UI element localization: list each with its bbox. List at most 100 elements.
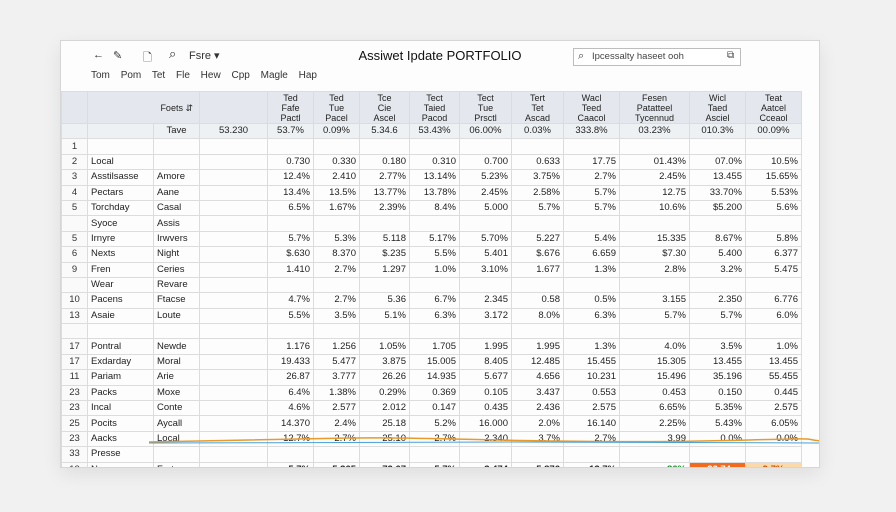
cell[interactable]: Exdarday bbox=[87, 353, 154, 371]
cell[interactable]: 5.7% bbox=[511, 199, 564, 217]
cell[interactable] bbox=[199, 292, 268, 309]
cell[interactable]: Conte bbox=[153, 400, 200, 417]
cell[interactable]: Aacks bbox=[87, 430, 154, 448]
cell[interactable]: 5.5% bbox=[409, 246, 460, 263]
cell[interactable] bbox=[689, 323, 746, 340]
menu-item[interactable]: Tom bbox=[91, 70, 110, 81]
cell[interactable] bbox=[745, 138, 802, 155]
cell[interactable] bbox=[689, 138, 746, 155]
cell[interactable]: 2.577 bbox=[313, 400, 360, 417]
cell[interactable] bbox=[313, 215, 360, 232]
cell[interactable]: 3.474 bbox=[459, 461, 512, 467]
column-header[interactable]: Wicl Taed Asciel bbox=[689, 91, 746, 124]
cell[interactable]: 5.35% bbox=[689, 400, 746, 417]
cell[interactable] bbox=[199, 446, 268, 463]
cell[interactable]: 5.7% bbox=[409, 461, 460, 467]
cell[interactable]: Presse bbox=[87, 446, 154, 463]
cell[interactable]: Newde bbox=[153, 338, 200, 355]
cell[interactable]: 8.370 bbox=[313, 246, 360, 263]
cell[interactable]: 1.410 bbox=[267, 261, 314, 278]
cell[interactable]: 2.25% bbox=[619, 415, 690, 432]
column-header[interactable]: Wacl Teed Caacol bbox=[563, 91, 620, 124]
cell[interactable] bbox=[153, 153, 200, 171]
share-dropdown[interactable]: Fsre ▾ bbox=[189, 50, 220, 62]
edit-icon[interactable]: ✎ bbox=[113, 50, 123, 62]
cell[interactable]: 3.7% bbox=[511, 430, 564, 448]
cell[interactable]: 3.75% bbox=[511, 169, 564, 186]
cell[interactable] bbox=[619, 323, 690, 340]
cell[interactable] bbox=[511, 276, 564, 294]
cell[interactable]: 25.10 bbox=[359, 430, 410, 448]
cell[interactable] bbox=[153, 446, 200, 463]
row-number[interactable]: 9 bbox=[61, 261, 88, 278]
cell[interactable]: 14.935 bbox=[409, 369, 460, 386]
cell[interactable]: 5.2% bbox=[409, 415, 460, 432]
cell[interactable]: 0.150 bbox=[689, 384, 746, 402]
cell[interactable]: 0.180 bbox=[359, 153, 410, 171]
cell[interactable]: 6.7% bbox=[409, 292, 460, 309]
cell[interactable]: 15.496 bbox=[619, 369, 690, 386]
cell[interactable]: 5.7% bbox=[267, 461, 314, 467]
cell[interactable]: Irnyre bbox=[87, 230, 154, 248]
row-number[interactable] bbox=[61, 276, 88, 294]
cell[interactable]: 0.03% bbox=[511, 122, 564, 140]
cell[interactable]: 5.401 bbox=[459, 246, 512, 263]
cell[interactable] bbox=[511, 215, 564, 232]
cell[interactable] bbox=[459, 323, 512, 340]
highlight-cell[interactable]: -33.74 bbox=[689, 461, 746, 467]
cell[interactable] bbox=[199, 138, 268, 155]
sort-header[interactable]: Foets ⇵ bbox=[87, 91, 200, 124]
cell[interactable] bbox=[511, 138, 564, 155]
cell[interactable]: 5.118 bbox=[359, 230, 410, 248]
cell[interactable] bbox=[359, 215, 410, 232]
cell[interactable]: 8.4% bbox=[409, 199, 460, 217]
cell[interactable] bbox=[199, 276, 268, 294]
menu-item[interactable]: Pom bbox=[120, 70, 142, 81]
cell[interactable]: $.630 bbox=[267, 246, 314, 263]
cell[interactable]: 8.405 bbox=[459, 353, 512, 371]
cell[interactable] bbox=[409, 215, 460, 232]
cell[interactable] bbox=[563, 138, 620, 155]
cell[interactable]: 5.43% bbox=[689, 415, 746, 432]
cell[interactable]: Nexts bbox=[87, 246, 154, 263]
row-number[interactable] bbox=[61, 215, 88, 232]
cell[interactable]: 2.575 bbox=[745, 400, 802, 417]
row-number[interactable]: 23 bbox=[61, 384, 88, 402]
column-header[interactable]: Tect Taied Pacod bbox=[409, 91, 460, 124]
row-number[interactable]: 11 bbox=[61, 369, 88, 386]
cell[interactable]: 5.70% bbox=[459, 230, 512, 248]
cell[interactable]: Ftacse bbox=[153, 292, 200, 309]
cell[interactable]: 8.0% bbox=[511, 307, 564, 325]
cell[interactable]: 2.0% bbox=[511, 415, 564, 432]
cell[interactable]: 1.995 bbox=[511, 338, 564, 355]
cell[interactable]: Fert bbox=[153, 461, 200, 467]
cell[interactable]: 1.05% bbox=[359, 338, 410, 355]
cell[interactable]: Nyer bbox=[87, 461, 154, 467]
cell[interactable]: 0.453 bbox=[619, 384, 690, 402]
cell[interactable] bbox=[459, 276, 512, 294]
cell[interactable]: 5.876 bbox=[511, 461, 564, 467]
cell[interactable]: 0.09% bbox=[313, 122, 360, 140]
cell[interactable]: Tave bbox=[153, 122, 200, 140]
cell[interactable]: Packs bbox=[87, 384, 154, 402]
cell[interactable]: 01.43% bbox=[619, 153, 690, 171]
cell[interactable]: 13.5% bbox=[313, 184, 360, 201]
cell[interactable]: 1.297 bbox=[359, 261, 410, 278]
cell[interactable]: 6.0% bbox=[745, 307, 802, 325]
cell[interactable]: 5.3% bbox=[313, 230, 360, 248]
cell[interactable]: 72.67 bbox=[359, 461, 410, 467]
cell[interactable] bbox=[267, 276, 314, 294]
menu-item[interactable]: Hew bbox=[200, 70, 221, 81]
file-icon[interactable]: 🗋 bbox=[143, 52, 152, 64]
cell[interactable] bbox=[87, 138, 154, 155]
search-input[interactable]: ⌕ Ipcessalty haseet ooh bbox=[573, 48, 741, 66]
cell[interactable]: 2.340 bbox=[459, 430, 512, 448]
row-number[interactable]: 17 bbox=[61, 353, 88, 371]
cell[interactable]: 53.230 bbox=[199, 122, 268, 140]
copy-icon[interactable]: ⧉ bbox=[727, 50, 735, 61]
cell[interactable]: 6.05% bbox=[745, 415, 802, 432]
cell[interactable]: 1.705 bbox=[409, 338, 460, 355]
cell[interactable] bbox=[409, 138, 460, 155]
cell[interactable] bbox=[409, 323, 460, 340]
cell[interactable]: 5.17% bbox=[409, 230, 460, 248]
